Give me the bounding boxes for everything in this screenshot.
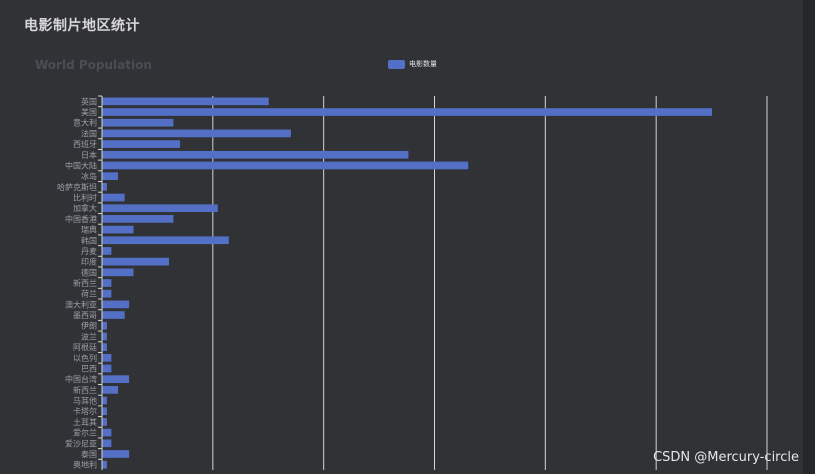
y-tick-label: 意大利 [73, 118, 97, 128]
y-tick-label: 比利时 [73, 193, 97, 203]
legend-swatch[interactable] [388, 59, 405, 69]
bar[interactable] [102, 172, 119, 180]
bar[interactable] [102, 108, 713, 116]
y-tick-label: 土耳其 [73, 417, 97, 427]
y-tick-label: 美国 [81, 107, 97, 117]
y-tick-label: 爱尔兰 [73, 428, 97, 438]
bar[interactable] [102, 161, 469, 170]
y-tick-label: 澳大利亚 [65, 299, 97, 309]
bar[interactable] [102, 289, 112, 298]
y-tick-label: 丹麦 [81, 246, 97, 256]
bar[interactable] [102, 364, 112, 373]
bar[interactable] [102, 247, 112, 255]
bar[interactable] [102, 140, 181, 148]
bar[interactable] [102, 215, 174, 223]
y-tick-label: 加拿大 [73, 203, 97, 213]
y-tick-label: 中国台湾 [65, 374, 97, 384]
bar[interactable] [102, 193, 125, 202]
y-tick-label: 瑞典 [81, 225, 97, 235]
bar[interactable] [102, 375, 130, 384]
y-tick-label: 新西兰 [73, 278, 97, 288]
bar[interactable] [102, 428, 112, 437]
y-tick-label: 法国 [81, 128, 97, 138]
bar[interactable] [102, 418, 107, 426]
scrollbar-track[interactable] [803, 0, 815, 474]
bar[interactable] [102, 279, 112, 287]
y-tick-label: 德国 [81, 267, 97, 277]
y-tick-label: 荷兰 [81, 289, 97, 299]
bar[interactable] [102, 204, 218, 213]
bar[interactable] [102, 182, 107, 191]
y-tick-label: 巴西 [81, 364, 97, 373]
bar[interactable] [102, 118, 174, 127]
y-tick-label: 以色列 [73, 353, 97, 363]
bar[interactable] [102, 150, 409, 159]
y-tick-label: 阿根廷 [73, 342, 97, 352]
y-tick-label: 波兰 [81, 331, 97, 341]
bar[interactable] [102, 439, 112, 448]
y-tick-label: 西班牙 [73, 139, 97, 149]
bar[interactable] [102, 225, 134, 234]
y-tick-label: 新西兰 [73, 385, 97, 395]
y-tick-label: 哈萨克斯坦 [57, 182, 97, 192]
bar[interactable] [102, 129, 291, 138]
chart-title: World Population [35, 58, 152, 72]
y-tick-label: 日本 [81, 150, 97, 160]
bar[interactable] [102, 236, 229, 245]
y-tick-label: 印度 [81, 257, 97, 267]
y-tick-label: 爱沙尼亚 [65, 439, 97, 448]
bar[interactable] [102, 321, 107, 330]
y-tick-label: 冰岛 [81, 171, 97, 181]
bar[interactable] [102, 396, 107, 405]
bar[interactable] [102, 257, 170, 266]
y-tick-label: 中国香港 [65, 214, 97, 224]
y-tick-label: 英国 [81, 96, 97, 106]
watermark: CSDN @Mercury-circle [653, 450, 799, 465]
bar[interactable] [102, 332, 107, 341]
bar[interactable] [102, 407, 107, 416]
bar[interactable] [102, 386, 119, 394]
y-tick-label: 伊朗 [81, 321, 97, 331]
bar[interactable] [102, 460, 107, 469]
bar[interactable] [102, 311, 125, 319]
bar[interactable] [102, 353, 112, 362]
y-tick-label: 墨西哥 [73, 311, 97, 320]
bar[interactable] [102, 343, 107, 351]
bar[interactable] [102, 450, 130, 458]
y-tick-label: 卡塔尔 [73, 406, 97, 416]
bar[interactable] [102, 268, 134, 277]
y-tick-label: 马耳他 [73, 396, 97, 406]
bar[interactable] [102, 97, 269, 106]
chart-legend[interactable]: 电影数量 [388, 59, 437, 69]
legend-label[interactable]: 电影数量 [409, 60, 437, 68]
y-tick-label: 泰国 [81, 449, 97, 459]
y-tick-label: 中国大陆 [65, 160, 97, 170]
y-tick-label: 奥地利 [73, 460, 97, 470]
bar[interactable] [102, 300, 130, 309]
page-title: 电影制片地区统计 [24, 18, 140, 34]
y-tick-label: 韩国 [81, 235, 97, 245]
